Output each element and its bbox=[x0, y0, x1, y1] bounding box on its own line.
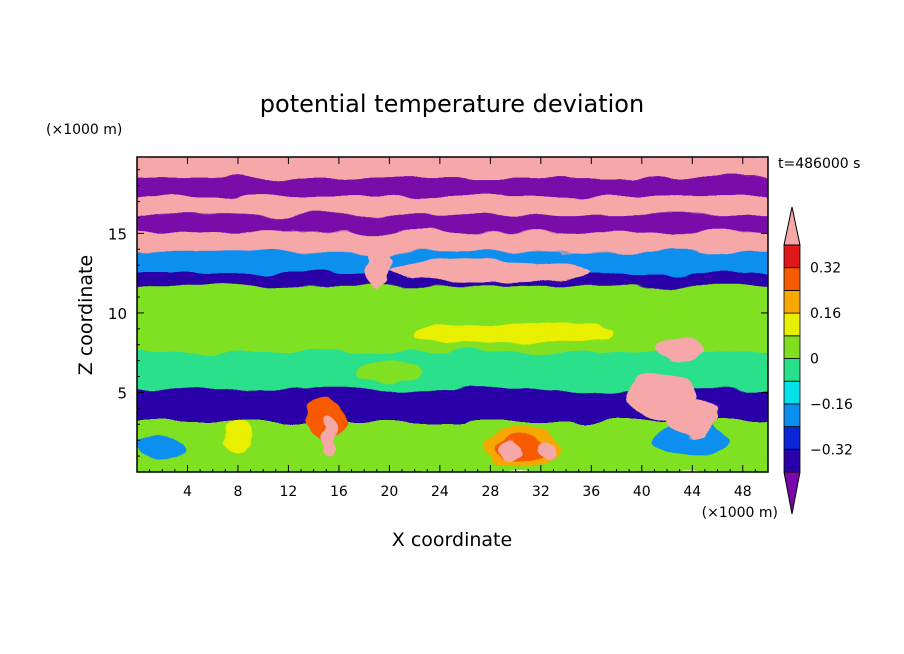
contour-feature bbox=[357, 360, 421, 383]
y-tick-label: 10 bbox=[108, 305, 127, 323]
contour-feature bbox=[364, 241, 390, 290]
contour-feature bbox=[667, 398, 718, 437]
colorbar-tick-label: 0.32 bbox=[810, 261, 841, 277]
x-axis: 4 8 12 16 20 24 28 32 36 40 44 48 bbox=[149, 157, 756, 500]
colorbar-swatch bbox=[783, 335, 801, 359]
y-tick-label: 5 bbox=[117, 384, 127, 402]
contour-layer bbox=[137, 210, 768, 233]
colorbar-swatch bbox=[783, 380, 801, 405]
x-tick-label: 48 bbox=[734, 484, 752, 500]
x-tick-label: 40 bbox=[633, 484, 651, 500]
contour-feature bbox=[654, 424, 731, 457]
x-tick-label: 16 bbox=[330, 484, 348, 500]
contour-feature bbox=[537, 440, 558, 463]
x-tick-label: 8 bbox=[233, 484, 242, 500]
chart-title: potential temperature deviation bbox=[260, 90, 644, 118]
contour-feature bbox=[321, 417, 337, 453]
contour-feature bbox=[414, 322, 617, 345]
y-unit-label: (×1000 m) bbox=[46, 122, 122, 138]
colorbar-swatch bbox=[783, 312, 801, 337]
colorbar-swatch bbox=[783, 244, 801, 269]
colorbar-tick-label: 0 bbox=[810, 352, 819, 368]
colorbar: 0.32 0.16 0 −0.16 −0.32 bbox=[783, 206, 853, 515]
contour-feature bbox=[222, 421, 254, 453]
contour-layer bbox=[137, 191, 768, 215]
contour-layer bbox=[137, 228, 768, 252]
x-tick-label: 36 bbox=[582, 484, 600, 500]
x-tick-label: 4 bbox=[183, 484, 192, 500]
x-unit-label: (×1000 m) bbox=[702, 505, 778, 521]
colorbar-extend-top bbox=[783, 206, 801, 246]
x-tick-label: 20 bbox=[380, 484, 398, 500]
y-axis: 5 10 15 bbox=[108, 169, 768, 457]
y-axis-label: Z coordinate bbox=[75, 255, 97, 375]
colorbar-tick-label: −0.16 bbox=[810, 397, 853, 413]
contour-feature bbox=[654, 336, 705, 360]
contour-feature bbox=[137, 435, 188, 461]
colorbar-swatch bbox=[783, 426, 801, 450]
colorbar-swatch bbox=[783, 267, 801, 291]
colorbar-swatch bbox=[783, 358, 801, 382]
contour-layer bbox=[137, 174, 768, 196]
contour-field bbox=[137, 157, 768, 472]
x-tick-label: 24 bbox=[431, 484, 449, 500]
colorbar-swatch bbox=[783, 289, 801, 314]
time-label: t=486000 s bbox=[778, 156, 860, 172]
x-tick-label: 12 bbox=[280, 484, 298, 500]
contour-layer bbox=[137, 282, 768, 315]
colorbar-tick-label: 0.16 bbox=[810, 306, 841, 322]
x-tick-label: 28 bbox=[481, 484, 499, 500]
contour-layer bbox=[137, 460, 768, 472]
y-tick-label: 15 bbox=[108, 225, 127, 243]
colorbar-extend-bottom bbox=[783, 471, 801, 515]
colorbar-swatch bbox=[783, 403, 801, 427]
contour-layer bbox=[137, 157, 768, 179]
colorbar-tick-label: −0.32 bbox=[810, 442, 853, 458]
x-tick-label: 32 bbox=[532, 484, 550, 500]
contour-feature bbox=[497, 440, 521, 463]
colorbar-swatch bbox=[783, 448, 801, 473]
x-axis-label: X coordinate bbox=[392, 529, 512, 551]
contour-feature bbox=[389, 260, 592, 283]
x-tick-label: 44 bbox=[683, 484, 701, 500]
